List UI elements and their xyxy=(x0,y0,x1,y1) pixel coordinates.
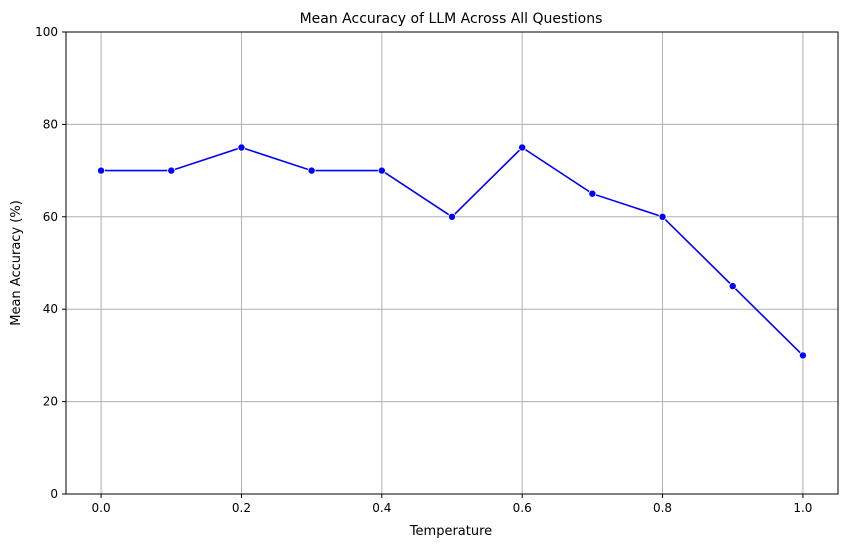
x-tick-label: 1.0 xyxy=(793,501,812,515)
data-point xyxy=(377,166,386,175)
y-tick-label: 80 xyxy=(43,117,58,131)
x-tick-label: 0.2 xyxy=(232,501,251,515)
y-tick-label: 20 xyxy=(43,395,58,409)
x-tick-label: 0.0 xyxy=(92,501,111,515)
data-point xyxy=(307,166,316,175)
plot-area-frame xyxy=(65,31,839,495)
x-tick-label: 0.4 xyxy=(372,501,391,515)
y-tick-label: 100 xyxy=(35,25,58,39)
data-point xyxy=(447,212,456,221)
grid-lines xyxy=(66,31,838,495)
series-line xyxy=(101,146,804,356)
data-point xyxy=(167,166,176,175)
data-point xyxy=(588,189,597,198)
data-point xyxy=(798,351,807,360)
x-axis-label: Temperature xyxy=(409,524,492,539)
y-axis-label: Mean Accuracy (%) xyxy=(9,200,24,326)
data-point xyxy=(728,282,737,291)
chart-title: Mean Accuracy of LLM Across All Question… xyxy=(300,11,603,27)
x-tick-label: 0.8 xyxy=(653,501,672,515)
y-tick-label: 40 xyxy=(43,302,58,316)
data-point xyxy=(97,166,106,175)
y-tick-label: 60 xyxy=(43,210,58,224)
x-axis-ticks: 0.0 0.2 0.4 0.6 0.8 1.0 xyxy=(92,494,812,515)
y-axis-ticks: 0 20 40 60 80 100 xyxy=(35,25,66,501)
y-tick-label: 0 xyxy=(50,487,58,501)
x-tick-label: 0.6 xyxy=(513,501,532,515)
data-point xyxy=(658,212,667,221)
data-point xyxy=(518,143,527,152)
series-layer xyxy=(97,143,807,360)
data-point xyxy=(237,143,246,152)
